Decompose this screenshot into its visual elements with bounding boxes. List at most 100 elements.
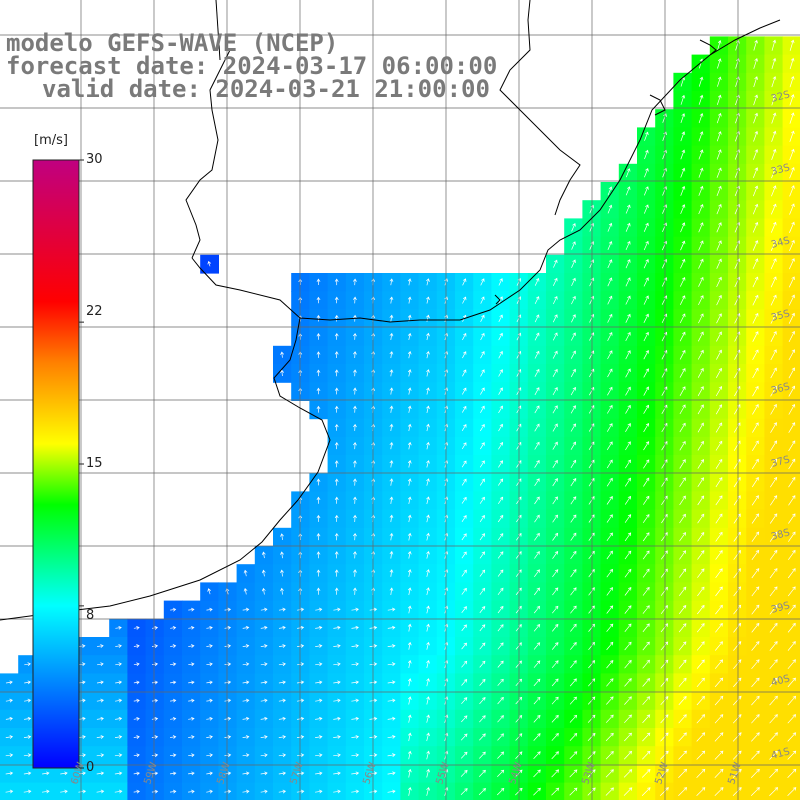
wind-arrow <box>733 549 741 560</box>
coastline-segment <box>185 49 231 259</box>
field-cell <box>455 746 474 765</box>
field-cell <box>618 273 638 292</box>
wind-arrow <box>716 294 722 306</box>
wind-arrow <box>697 331 704 342</box>
field-cell <box>764 273 784 292</box>
wind-arrow <box>697 495 705 506</box>
field-cell <box>728 746 747 765</box>
wind-arrow <box>643 368 649 378</box>
field-cell <box>764 673 784 693</box>
field-cell <box>564 491 583 511</box>
wind-arrow <box>426 587 430 596</box>
wind-arrow <box>679 386 686 396</box>
latitude-label: 40S <box>770 673 791 689</box>
wind-arrow <box>260 607 268 612</box>
wind-arrow <box>606 660 614 669</box>
wind-arrow <box>5 735 14 739</box>
field-cell <box>418 764 438 784</box>
wind-arrow <box>787 568 796 579</box>
field-cell <box>728 600 747 620</box>
field-cell <box>546 618 565 638</box>
wind-arrow <box>679 349 686 360</box>
field-cell <box>400 691 420 711</box>
field-cell <box>527 655 547 674</box>
wind-arrow <box>696 750 706 760</box>
wind-arrow <box>660 586 668 596</box>
wind-arrow <box>115 625 122 630</box>
field-cell <box>637 400 656 420</box>
field-cell <box>400 600 420 620</box>
coastline-segment <box>649 94 666 116</box>
field-cell <box>473 746 492 765</box>
field-cell <box>691 109 711 128</box>
wind-arrow <box>552 277 558 286</box>
field-cell <box>691 473 711 492</box>
wind-arrow <box>678 732 687 742</box>
wind-arrow <box>789 94 795 106</box>
wind-arrow <box>644 149 649 160</box>
wind-arrow <box>334 351 339 359</box>
wind-arrow <box>570 514 577 523</box>
wind-arrow <box>334 278 339 286</box>
wind-arrow <box>480 278 485 286</box>
wind-arrow <box>206 644 213 648</box>
wind-arrow <box>389 351 394 359</box>
field-cell <box>746 309 765 329</box>
field-cell <box>691 600 711 620</box>
field-cell <box>527 673 547 693</box>
wind-arrow <box>407 750 412 760</box>
field-cell <box>345 782 365 800</box>
wind-arrow <box>333 625 341 630</box>
wind-arrow <box>260 735 268 739</box>
wind-arrow <box>260 771 268 776</box>
field-cell <box>709 309 729 329</box>
wind-arrow <box>533 605 541 614</box>
wind-arrow <box>389 532 394 541</box>
field-cell <box>764 236 784 256</box>
wind-arrow <box>751 750 760 760</box>
wind-arrow <box>498 296 503 304</box>
wind-arrow <box>643 222 649 232</box>
field-cell <box>418 309 438 329</box>
field-cell <box>673 109 693 128</box>
wind-arrow <box>426 350 430 359</box>
field-cell <box>764 746 784 765</box>
field-cell <box>655 345 674 365</box>
field-cell <box>400 327 420 347</box>
field-cell <box>400 491 420 511</box>
field-cell <box>491 618 511 638</box>
wind-arrow <box>789 148 795 161</box>
wind-arrow <box>389 278 394 286</box>
field-cell <box>618 582 638 602</box>
field-cell <box>455 345 474 365</box>
wind-arrow <box>479 678 486 686</box>
wind-arrow <box>679 550 686 560</box>
field-cell <box>673 72 693 92</box>
wind-arrow <box>170 698 177 703</box>
field-cell <box>637 163 656 183</box>
wind-arrow <box>133 789 140 794</box>
wind-arrow <box>333 607 341 612</box>
wind-arrow <box>353 587 357 595</box>
field-cell <box>400 764 420 784</box>
wind-arrow <box>334 569 339 577</box>
wind-arrow <box>334 442 339 450</box>
wind-arrow <box>206 735 213 739</box>
wind-arrow <box>678 604 687 615</box>
field-cell <box>728 109 747 128</box>
wind-arrow <box>115 644 122 648</box>
wind-arrow <box>752 367 759 379</box>
wind-arrow <box>389 332 394 340</box>
wind-arrow <box>697 586 705 597</box>
wind-arrow <box>588 678 596 687</box>
field-cell <box>746 637 765 656</box>
field-cell <box>455 273 474 292</box>
wind-arrow <box>387 662 396 666</box>
field-cell <box>564 600 583 620</box>
wind-arrow <box>407 786 412 796</box>
wind-arrow <box>280 587 284 595</box>
wind-arrow <box>643 386 650 396</box>
field-cell <box>491 673 511 693</box>
wind-arrow <box>479 478 485 486</box>
field-cell <box>728 728 747 747</box>
